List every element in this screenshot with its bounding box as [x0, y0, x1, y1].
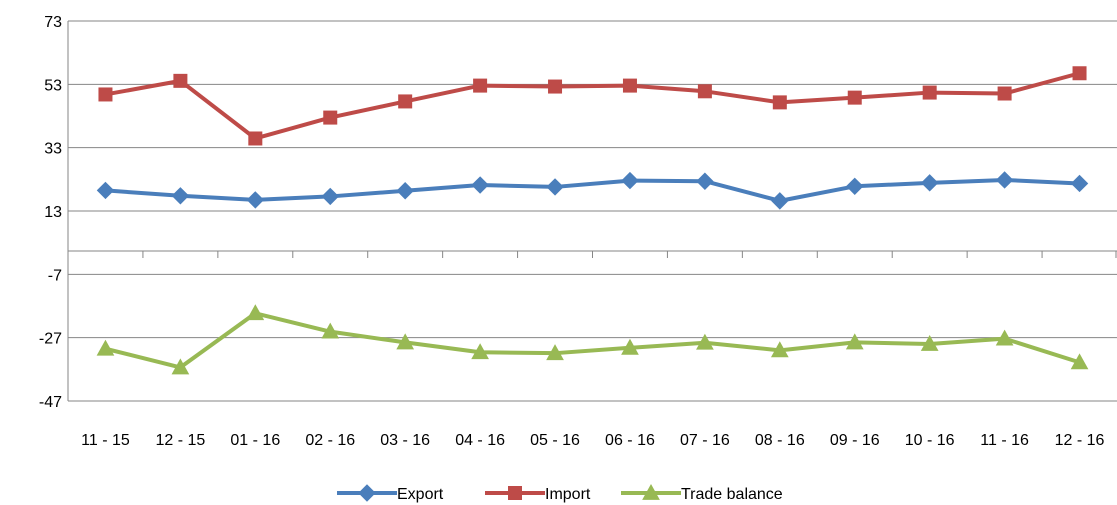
- data-point: [96, 181, 115, 200]
- data-point: [323, 110, 338, 125]
- data-point: [248, 131, 263, 146]
- data-point: [96, 339, 115, 356]
- axis-layer: [67, 21, 1117, 401]
- x-tick-label: 04 - 16: [455, 432, 505, 449]
- data-point: [471, 176, 489, 194]
- x-tick-label: 01 - 16: [230, 432, 280, 449]
- data-point: [847, 90, 862, 105]
- x-tick-label: 06 - 16: [605, 432, 655, 449]
- data-point: [995, 171, 1014, 189]
- x-tick-label: 09 - 16: [830, 432, 880, 449]
- data-point: [246, 191, 265, 209]
- data-point: [473, 78, 488, 93]
- data-point: [772, 95, 787, 110]
- series-import: [98, 66, 1087, 146]
- series-layer: [96, 66, 1089, 375]
- x-tick-label: 02 - 16: [305, 432, 355, 449]
- x-tick-label: 11 - 15: [81, 432, 130, 449]
- series-export: [96, 171, 1089, 210]
- legend-marker: [508, 486, 522, 500]
- data-point: [98, 87, 113, 102]
- data-point: [920, 334, 939, 351]
- grid-layer: [68, 20, 1117, 402]
- x-tick-label: 10 - 16: [905, 432, 955, 449]
- data-point: [546, 178, 564, 196]
- data-point: [1070, 353, 1089, 370]
- y-axis-tick-labels: -47 -27 -7 13 33 53 73: [39, 14, 62, 411]
- data-point: [246, 304, 265, 321]
- legend-label: Trade balance: [681, 486, 783, 503]
- y-tick-label: -47: [39, 394, 62, 411]
- y-tick-label: 13: [44, 204, 62, 221]
- legend-item: Trade balance: [621, 483, 783, 503]
- legend-label: Import: [545, 486, 591, 503]
- legend-label: Export: [397, 486, 444, 503]
- series-line: [104, 311, 1081, 370]
- data-point: [548, 79, 563, 94]
- data-point: [1070, 174, 1089, 193]
- y-tick-label: -27: [39, 331, 62, 348]
- data-point: [546, 344, 564, 361]
- data-point: [995, 329, 1014, 346]
- data-point: [770, 341, 789, 358]
- y-tick-label: -7: [48, 267, 62, 284]
- x-tick-label: 08 - 16: [755, 432, 805, 449]
- y-tick-label: 53: [44, 77, 62, 94]
- data-point: [622, 78, 637, 93]
- data-point: [846, 177, 864, 196]
- legend: Export Import Trade balance: [337, 483, 783, 503]
- data-point: [845, 333, 864, 350]
- series-line: [105, 71, 1081, 141]
- data-point: [621, 171, 639, 190]
- data-point: [398, 94, 413, 109]
- data-point: [697, 84, 712, 99]
- data-point: [696, 172, 714, 190]
- data-point: [171, 187, 190, 205]
- y-tick-label: 73: [44, 14, 62, 31]
- x-tick-label: 03 - 16: [380, 432, 430, 449]
- data-point: [621, 338, 639, 355]
- x-axis-tick-labels: 11 - 15 12 - 15 01 - 16 02 - 16 03 - 16 04 - …: [81, 432, 1104, 449]
- series-line: [105, 177, 1080, 203]
- data-point: [321, 322, 340, 339]
- series-trade-balance: [96, 304, 1089, 375]
- data-point: [173, 73, 188, 88]
- legend-marker: [642, 483, 660, 500]
- data-point: [171, 358, 190, 375]
- x-tick-label: 12 - 15: [155, 432, 205, 449]
- data-point: [997, 86, 1012, 101]
- x-tick-label: 12 - 16: [1055, 432, 1105, 449]
- data-point: [396, 333, 415, 350]
- x-tick-label: 05 - 16: [530, 432, 580, 449]
- data-point: [922, 85, 937, 100]
- legend-item: Import: [485, 486, 591, 503]
- data-point: [696, 333, 714, 350]
- legend-marker: [358, 484, 376, 502]
- data-point: [471, 343, 489, 360]
- data-point: [321, 187, 339, 206]
- data-point: [1072, 66, 1087, 81]
- y-tick-label: 33: [44, 141, 62, 158]
- legend-item: Export: [337, 484, 444, 503]
- data-point: [396, 182, 414, 200]
- data-point: [771, 192, 789, 210]
- x-tick-label: 11 - 16: [980, 432, 1029, 449]
- data-point: [920, 174, 939, 192]
- x-tick-label: 07 - 16: [680, 432, 730, 449]
